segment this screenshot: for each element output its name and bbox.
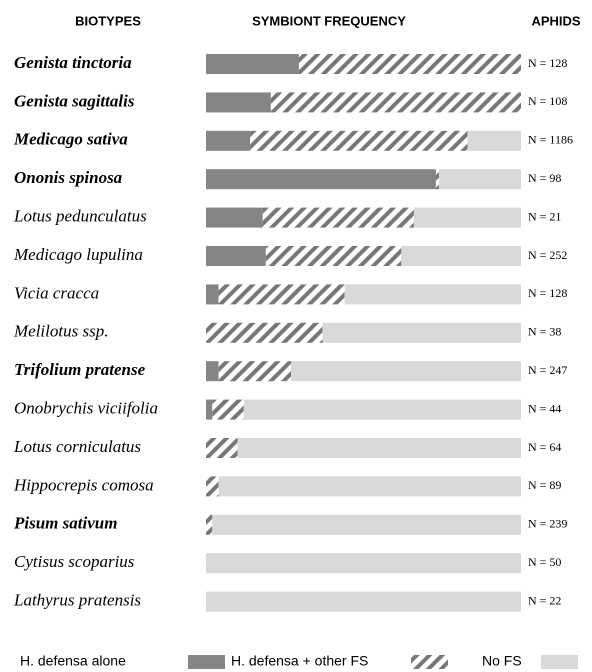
legend-label: No FS [482,653,522,669]
sample-size: N = 1186 [528,133,573,147]
category-label: Hippocrepis comosa [13,475,154,494]
bar-segment [250,130,468,151]
bar-segment [413,207,521,228]
sample-size: N = 21 [528,209,561,223]
category-label: Melilotus ssp. [13,322,108,341]
bar-segment [206,553,521,574]
legend-swatch [411,655,448,669]
category-label: Vicia cracca [14,283,99,302]
category-label: Pisum sativum [13,514,117,533]
bar-segment [322,322,521,343]
sample-size: N = 128 [528,56,567,70]
sample-size: N = 247 [528,363,567,377]
bar-segment [206,130,251,151]
sample-size: N = 98 [528,171,561,185]
bar-segment [435,169,440,190]
bar-segment [206,399,213,420]
bar-segment [344,284,521,305]
bar-segment [237,438,521,458]
bar-segment [212,514,522,535]
category-label: Medicago sativa [13,130,128,149]
category-label: Ononis spinosa [14,168,123,187]
category-label: Lathyrus pratensis [13,591,141,610]
bar-segment [218,284,345,305]
sample-size: N = 38 [528,325,561,339]
sample-size: N = 44 [528,401,561,415]
bar-segment [401,246,521,266]
bar-segment [206,92,271,113]
bar-segment [206,361,219,382]
header: APHIDS [531,13,580,28]
category-label: Medicago lupulina [13,245,143,264]
bar-segment [206,514,213,535]
bar-segment [262,207,414,228]
bar-segment [218,476,521,497]
bar-segment [439,169,521,190]
category-label: Lotus corniculatus [13,437,141,456]
legend-swatch [188,655,225,669]
sample-size: N = 252 [528,248,567,262]
category-label: Lotus pedunculatus [13,207,147,226]
bar-segment [298,54,521,74]
bar-segment [206,284,219,305]
category-label: Genista sagittalis [14,91,135,110]
sample-size: N = 108 [528,94,567,108]
bar-segment [270,92,521,113]
category-label: Cytisus scoparius [14,552,135,571]
category-label: Onobrychis viciifolia [14,399,158,418]
bar-segment [291,361,521,382]
sample-size: N = 22 [528,593,561,607]
sample-size: N = 128 [528,286,567,300]
sample-size: N = 64 [528,440,561,454]
bar-segment [467,130,521,151]
category-label: Trifolium pratense [14,360,146,379]
header: BIOTYPES [75,13,141,28]
sample-size: N = 89 [528,478,561,492]
bar-segment [212,399,244,420]
legend-swatch [541,655,578,669]
bar-segment [206,54,299,74]
sample-size: N = 239 [528,517,567,531]
legend-label: H. defensa + other FS [231,653,368,669]
bar-segment [218,361,292,382]
bar-segment [206,246,266,266]
header: SYMBIONT FREQUENCY [252,13,406,28]
bar-segment [243,399,522,420]
bar-segment [206,591,521,612]
legend-label: H. defensa alone [20,653,126,669]
bar-segment [206,169,436,190]
bar-segment [206,322,323,343]
bar-segment [206,476,219,497]
bar-segment [206,438,238,458]
sample-size: N = 50 [528,555,561,569]
bar-segment [265,246,402,266]
bar-segment [206,207,263,228]
category-label: Genista tinctoria [14,53,132,72]
